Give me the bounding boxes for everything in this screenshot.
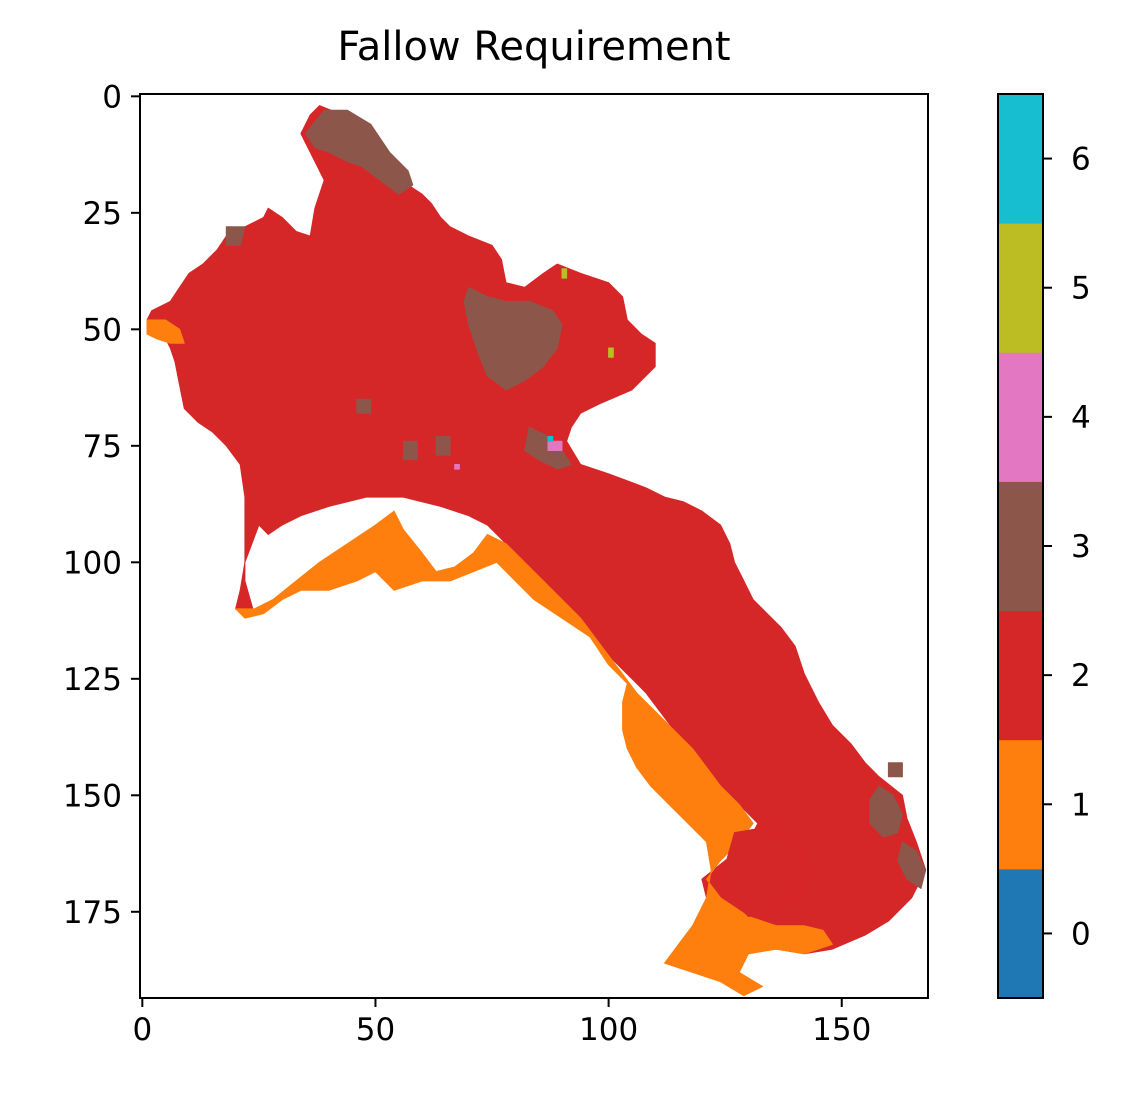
axes-layer: 0 50 100 150 0 25 50 75 100 125 150 175	[63, 79, 929, 1048]
x-tick-label: 0	[132, 1012, 152, 1048]
y-tick-label: 75	[83, 429, 122, 465]
colorbar-segment-0	[998, 868, 1043, 999]
region-value-3-12	[356, 398, 372, 414]
colorbar-tick-label: 0	[1071, 916, 1091, 952]
y-tick-label: 100	[63, 545, 122, 581]
y-tick-label: 175	[63, 895, 122, 931]
region-value-1-2	[146, 319, 185, 344]
region-value-3-10	[402, 440, 418, 461]
y-tick-label: 25	[83, 196, 122, 232]
region-value-3-7	[869, 785, 903, 838]
colorbar-tick-label: 2	[1071, 658, 1091, 694]
colorbar-segment-3	[998, 481, 1043, 612]
chart-title: Fallow Requirement	[337, 24, 731, 70]
region-value-2-3	[724, 827, 810, 917]
region-value-5-14	[561, 268, 568, 279]
colorbar-segment-6	[998, 94, 1043, 224]
x-tick-label: 150	[812, 1012, 871, 1048]
colorbar-segment-5	[998, 223, 1043, 353]
colorbar-tick-label: 1	[1071, 787, 1091, 823]
region-value-3-9	[225, 226, 246, 246]
region-value-3-5	[463, 286, 563, 391]
region-value-3-4	[305, 109, 414, 195]
axes-frame	[139, 93, 929, 999]
colorbar-segment-2	[998, 610, 1043, 741]
colorbar-segment-4	[998, 352, 1043, 482]
map-layer	[140, 94, 928, 998]
colorbar-tick-label: 4	[1071, 400, 1091, 436]
x-tick-label: 50	[356, 1012, 395, 1048]
colorbar: 0 1 2 3 4 5 6	[997, 93, 1091, 999]
y-tick-label: 150	[63, 778, 122, 814]
x-tick-label: 100	[579, 1012, 638, 1048]
region-value-3-11	[435, 436, 451, 456]
colorbar-tick-label: 3	[1071, 529, 1091, 565]
y-tick-label: 0	[102, 79, 122, 115]
region-value-1-1	[235, 510, 833, 997]
y-tick-label: 50	[83, 312, 122, 348]
region-value-5-15	[608, 347, 614, 358]
colorbar-segment-1	[998, 739, 1043, 870]
colorbar-tick-label: 5	[1071, 271, 1091, 307]
region-value-3-13	[887, 762, 903, 778]
region-value-3-8	[897, 841, 927, 889]
region-value-4-17	[454, 464, 460, 470]
colorbar-tick-label: 6	[1071, 142, 1091, 178]
region-value-6-18	[547, 436, 554, 442]
region-value-4-16	[547, 440, 563, 451]
y-tick-label: 125	[63, 662, 122, 698]
